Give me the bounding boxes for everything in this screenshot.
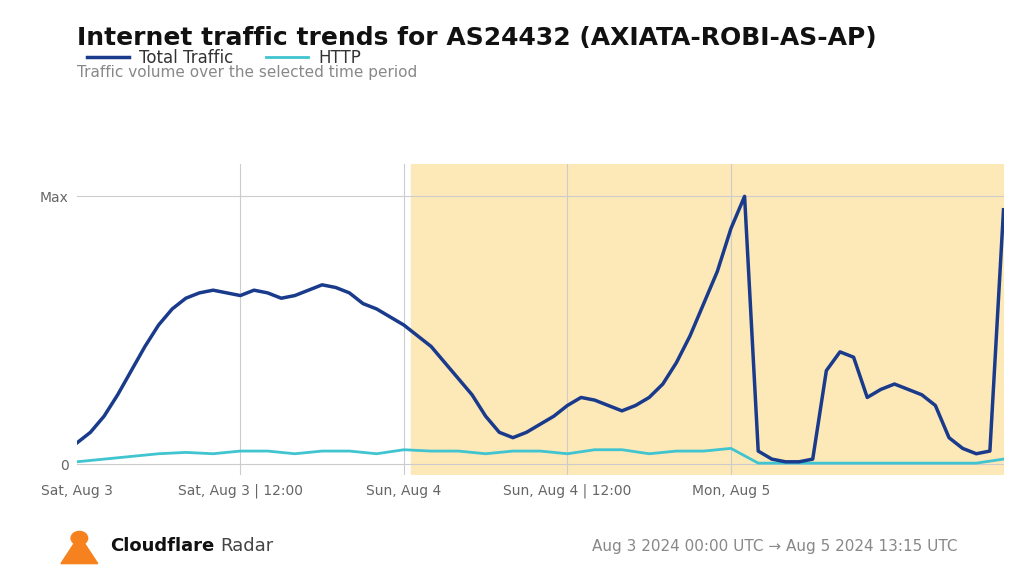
Circle shape	[71, 532, 88, 545]
Text: Internet traffic trends for AS24432 (AXIATA-ROBI-AS-AP): Internet traffic trends for AS24432 (AXI…	[77, 26, 877, 50]
Text: Cloudflare: Cloudflare	[111, 537, 215, 555]
Text: Radar: Radar	[220, 537, 273, 555]
Bar	[411, 164, 1004, 475]
Polygon shape	[61, 536, 98, 563]
Text: Traffic volume over the selected time period: Traffic volume over the selected time pe…	[77, 65, 417, 79]
Legend: Total Traffic, HTTP: Total Traffic, HTTP	[81, 42, 368, 73]
Text: Aug 3 2024 00:00 UTC → Aug 5 2024 13:15 UTC: Aug 3 2024 00:00 UTC → Aug 5 2024 13:15 …	[592, 539, 957, 554]
